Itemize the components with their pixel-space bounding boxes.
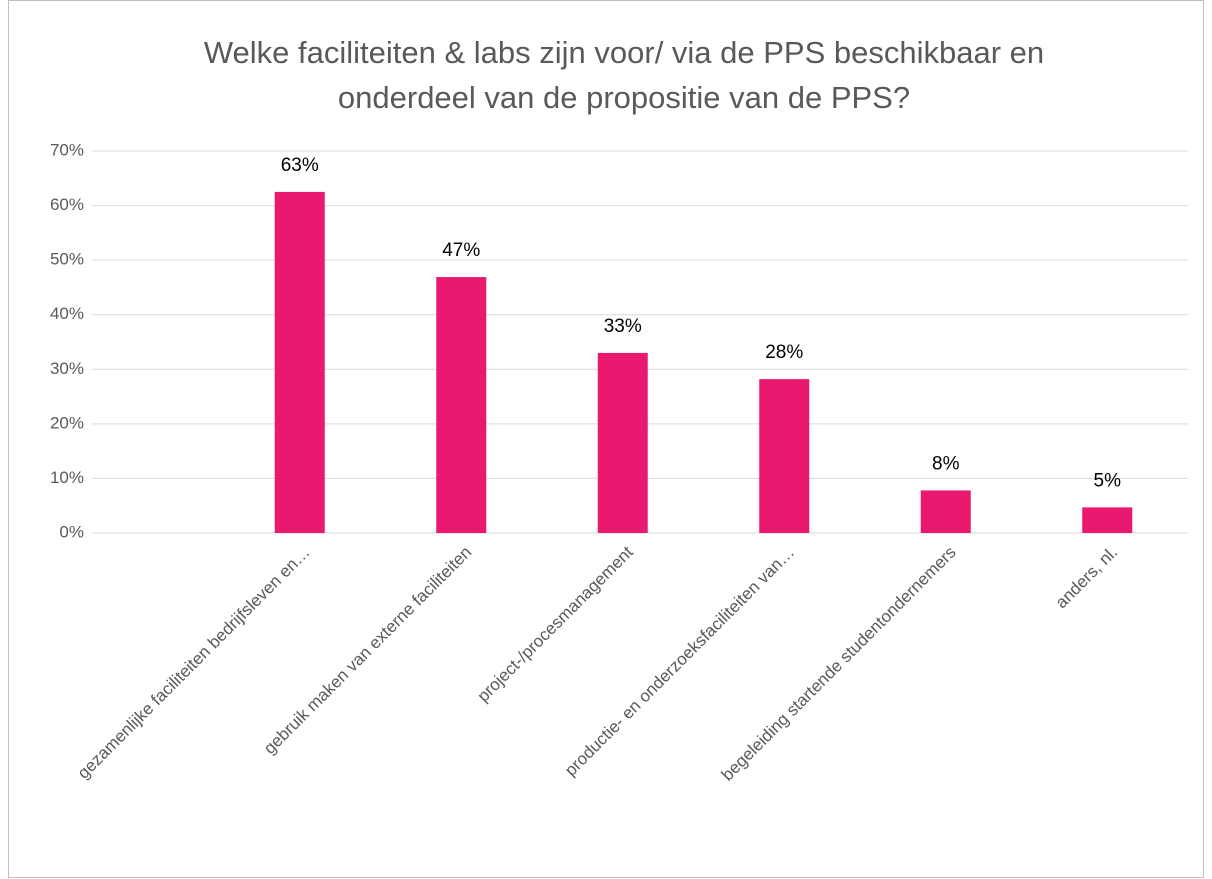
data-label: 8% [932, 453, 960, 474]
chart-title: onderdeel van de propositie van de PPS? [338, 80, 910, 115]
bar [597, 352, 648, 533]
y-tick-label: 30% [50, 359, 84, 378]
chart-title: Welke faciliteiten & labs zijn voor/ via… [204, 35, 1044, 70]
y-tick-label: 60% [50, 195, 84, 214]
bar [759, 379, 810, 533]
bar [1082, 507, 1133, 533]
data-label: 28% [765, 342, 803, 363]
bar [920, 490, 971, 533]
y-tick-label: 70% [50, 140, 84, 159]
bar [436, 277, 487, 533]
data-label: 47% [442, 240, 480, 261]
data-label: 5% [1094, 470, 1122, 491]
y-tick-label: 0% [59, 522, 84, 541]
bar [274, 191, 325, 533]
y-tick-label: 40% [50, 304, 84, 323]
y-tick-label: 20% [50, 413, 84, 432]
y-tick-label: 10% [50, 468, 84, 487]
y-tick-label: 50% [50, 250, 84, 269]
data-label: 63% [281, 155, 319, 176]
data-label: 33% [604, 316, 642, 337]
